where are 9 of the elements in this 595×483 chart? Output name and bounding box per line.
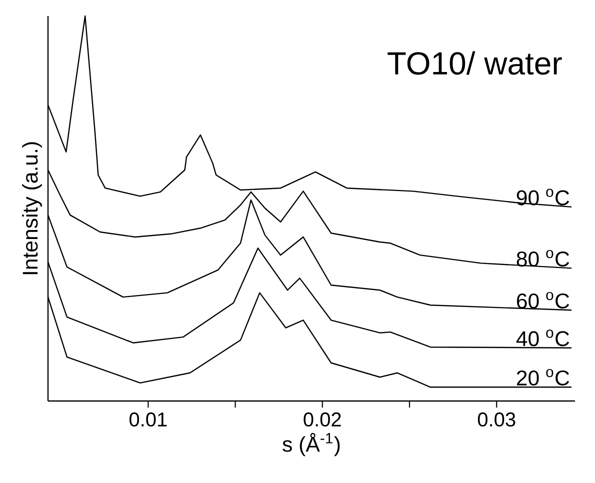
y-axis-title: Intensity (a.u.) [22,142,42,274]
x-tick-label: 0.02 [304,412,341,427]
series-label: 40 $^{o}$C [516,330,570,346]
series-label: 60 $^{o}$C [516,292,570,309]
series-label: 20 $^{o}$C [516,368,570,386]
x-tick-label: 0.03 [478,412,516,427]
x-axis-title: s (Å$^{-1}$) [282,433,340,456]
text: TO10/ water [388,51,562,75]
x-tick-label: 0.01 [129,412,167,427]
